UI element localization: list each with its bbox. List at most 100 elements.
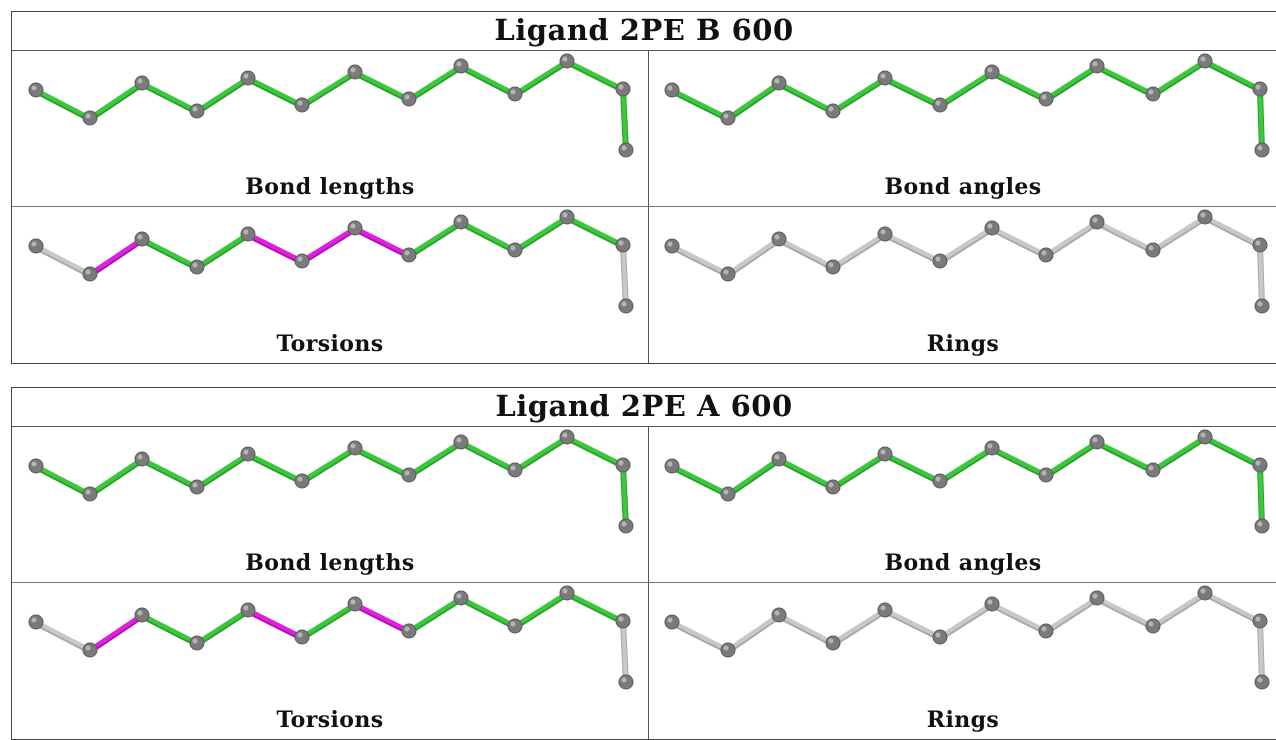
bond-good <box>140 613 199 645</box>
bond-good <box>140 457 199 489</box>
atom <box>1145 618 1161 634</box>
panel-bond-angles: Bond angles <box>649 427 1276 583</box>
ligand-block-2: Ligand 2PE A 600 Bond lengths Bond angle… <box>11 387 1276 740</box>
bond-good <box>407 220 463 257</box>
bond-good <box>1258 87 1264 152</box>
bond-neutral <box>883 608 942 639</box>
bond-good <box>300 602 357 639</box>
bond-good <box>990 446 1048 477</box>
bond-good <box>831 452 887 489</box>
bond-neutral <box>670 620 730 652</box>
bond-good <box>353 70 411 101</box>
atom-highlight <box>880 73 886 79</box>
bond-neutral <box>1095 220 1155 252</box>
atom <box>240 70 256 86</box>
atom-highlight <box>31 617 37 623</box>
bond-good <box>459 440 517 472</box>
atom-highlight <box>1041 470 1047 476</box>
atom-highlight <box>562 588 568 594</box>
atom-highlight <box>1255 240 1261 246</box>
atom <box>1254 518 1270 534</box>
atom-highlight <box>621 521 627 527</box>
atom-highlight <box>404 250 410 256</box>
atom <box>771 451 787 467</box>
atom <box>1197 209 1213 225</box>
atom-highlight <box>1148 89 1154 95</box>
bond-good <box>621 87 628 152</box>
atom-highlight <box>723 269 729 275</box>
molecule-diagram <box>28 209 634 314</box>
bond-good <box>459 220 517 252</box>
bond-good <box>938 446 994 483</box>
atom <box>720 486 736 502</box>
atom-highlight <box>1092 61 1098 67</box>
bond-good <box>513 59 569 96</box>
bond-good <box>88 457 144 496</box>
panel-rings: Rings <box>649 207 1276 363</box>
atom <box>825 103 841 119</box>
atom <box>82 110 98 126</box>
atom <box>453 58 469 74</box>
atom-highlight <box>618 84 624 90</box>
atom-highlight <box>456 61 462 67</box>
molecule-diagram <box>28 585 634 690</box>
atom-highlight <box>404 94 410 100</box>
atom <box>559 429 575 445</box>
atom <box>720 642 736 658</box>
bond-good <box>1203 59 1262 91</box>
atom <box>984 64 1000 80</box>
bond-good <box>140 81 199 113</box>
atom-highlight <box>297 476 303 482</box>
bond-good <box>726 81 781 120</box>
bond-neutral <box>990 226 1048 257</box>
atom-highlight <box>987 67 993 73</box>
atom <box>1089 58 1105 74</box>
atom <box>664 458 680 474</box>
atom <box>507 86 523 102</box>
bond-good <box>513 591 569 628</box>
atom-highlight <box>297 632 303 638</box>
bond-outlier <box>353 602 411 633</box>
atom-highlight <box>1092 593 1098 599</box>
ligand-title: Ligand 2PE B 600 <box>12 12 1276 51</box>
atom-highlight <box>510 245 516 251</box>
atom-highlight <box>562 432 568 438</box>
atom <box>28 458 44 474</box>
atom-highlight <box>723 645 729 651</box>
atom <box>507 618 523 634</box>
panel-caption: Bond lengths <box>245 550 415 576</box>
bond-good <box>621 463 628 528</box>
bond-good <box>407 596 463 633</box>
atom <box>294 253 310 269</box>
atom <box>984 220 1000 236</box>
atom <box>82 486 98 502</box>
atom <box>1252 81 1268 97</box>
bond-outlier <box>88 613 144 652</box>
bond-outlier <box>88 237 144 276</box>
bond-neutral <box>621 619 628 684</box>
bond-good <box>513 215 569 252</box>
bond-neutral <box>990 602 1048 633</box>
atom <box>984 596 1000 612</box>
atom <box>134 451 150 467</box>
atom <box>82 642 98 658</box>
bond-neutral <box>1258 619 1264 684</box>
bond-good <box>195 608 250 645</box>
atom <box>453 590 469 606</box>
atom <box>294 97 310 113</box>
atom-highlight <box>243 73 249 79</box>
atom-highlight <box>828 262 834 268</box>
bond-outlier <box>246 232 304 263</box>
atom-highlight <box>1257 145 1263 151</box>
panel-torsions: Torsions <box>12 207 649 363</box>
atom-highlight <box>723 489 729 495</box>
atom-highlight <box>1092 217 1098 223</box>
atom-highlight <box>621 677 627 683</box>
bond-good <box>407 64 463 101</box>
atom <box>559 53 575 69</box>
atom-highlight <box>297 256 303 262</box>
bond-neutral <box>777 613 835 645</box>
atom <box>877 70 893 86</box>
atom <box>877 602 893 618</box>
bond-good <box>565 215 625 247</box>
